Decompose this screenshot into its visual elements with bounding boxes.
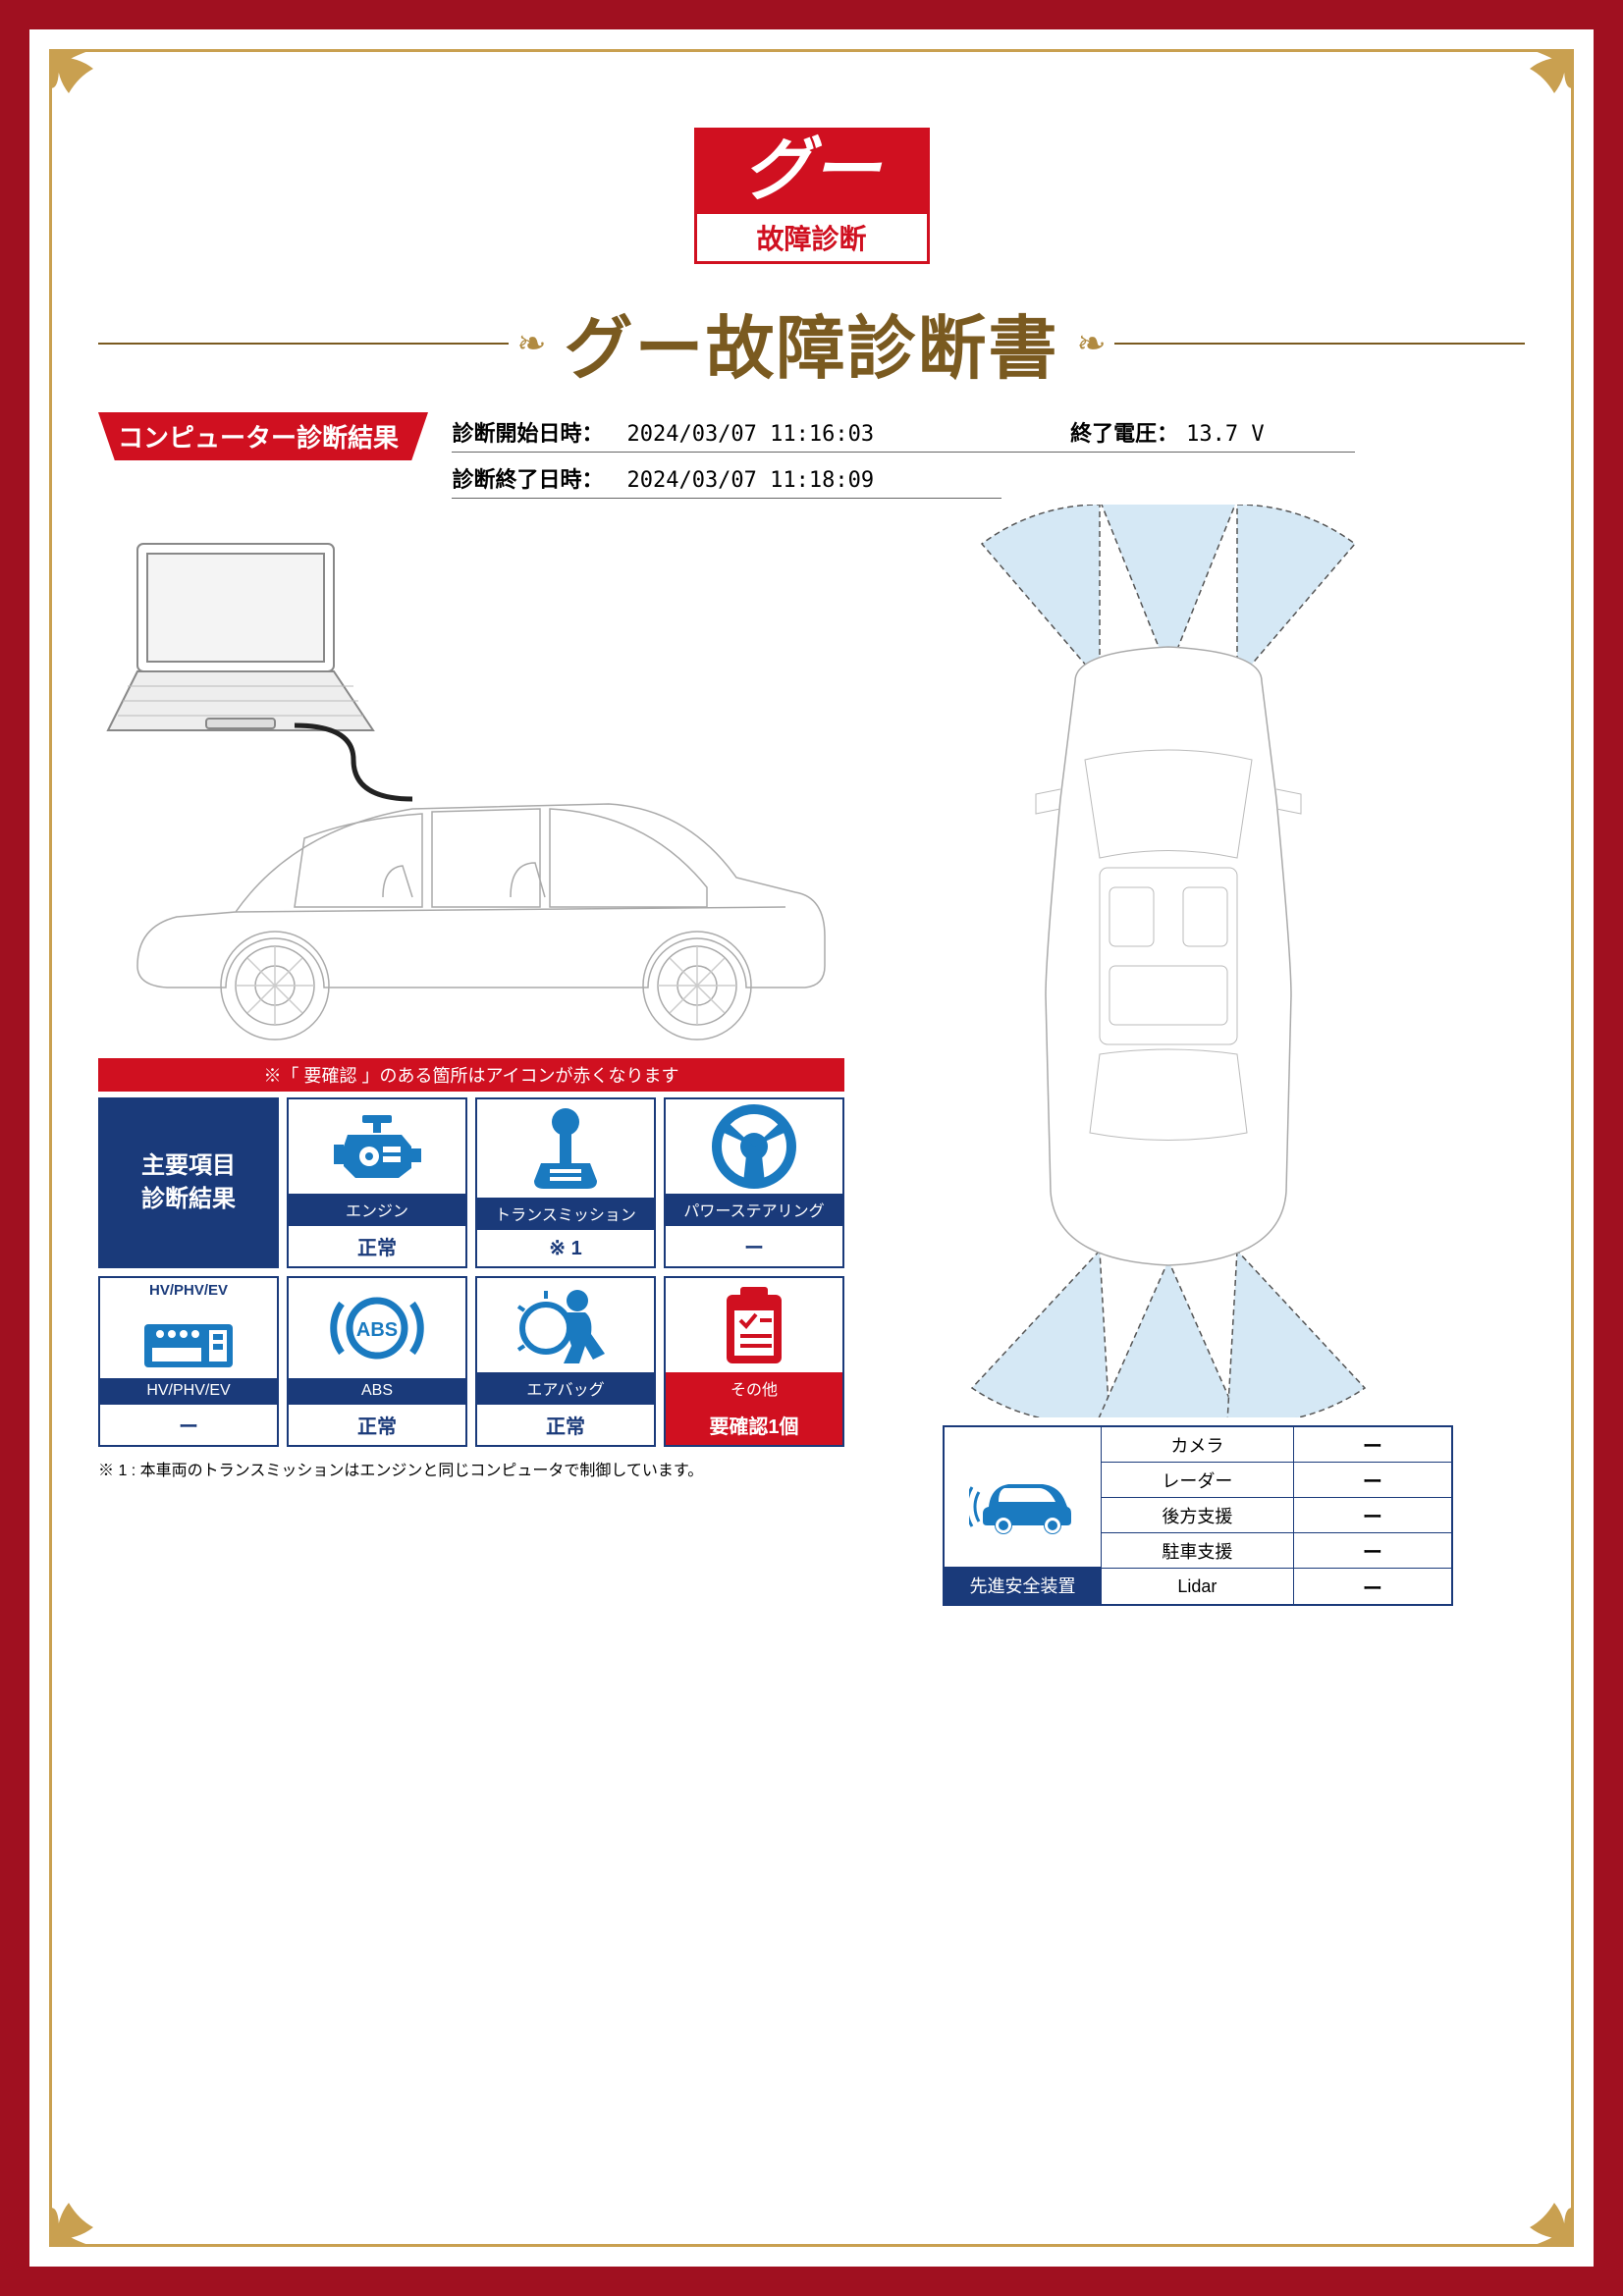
end-value: 2024/03/07 11:18:09 <box>626 468 874 493</box>
title-row: ❧ グー故障診断書 ❧ <box>98 294 1525 393</box>
safety-row: 後方支援ー <box>1102 1498 1451 1533</box>
diagnostic-card-abs: ABSABS正常 <box>287 1276 467 1447</box>
voltage-value: 13.7 V <box>1186 422 1264 447</box>
safety-value: ー <box>1294 1466 1451 1494</box>
safety-equipment-table: 先進安全装置 カメラーレーダーー後方支援ー駐車支援ーLidarー <box>943 1425 1453 1606</box>
card-status: ー <box>666 1225 842 1266</box>
card-name: ABS <box>289 1378 465 1404</box>
header-card: 主要項目 診断結果 <box>98 1097 279 1268</box>
card-name: その他 <box>666 1372 842 1404</box>
airbag-icon <box>477 1278 654 1372</box>
diagnostic-card-grid: 主要項目 診断結果 エンジン正常トランスミッション※ 1パワーステアリングーHV… <box>98 1097 844 1447</box>
flourish-right-icon: ❧ <box>1069 323 1114 364</box>
safety-key: カメラ <box>1102 1427 1294 1462</box>
car-icon <box>969 1427 1077 1567</box>
card-status: 正常 <box>477 1404 654 1445</box>
card-status: 正常 <box>289 1404 465 1445</box>
safety-value: ー <box>1294 1573 1451 1601</box>
safety-row: Lidarー <box>1102 1569 1451 1604</box>
title-rule-right <box>1114 343 1525 345</box>
voltage-label: 終了電圧： <box>1070 416 1178 448</box>
card-name: パワーステアリング <box>666 1194 842 1225</box>
meta-row-start: 診断開始日時： 2024/03/07 11:16:03 終了電圧： 13.7 V <box>452 412 1355 453</box>
steering-icon <box>666 1099 842 1194</box>
card-status: ー <box>100 1404 277 1445</box>
diagnostic-card-other: その他要確認1個 <box>664 1276 844 1447</box>
logo-top-text: グー <box>697 131 927 214</box>
diagnostic-card-transmission: トランスミッション※ 1 <box>475 1097 656 1268</box>
brand-logo: グー 故障診断 <box>694 128 930 264</box>
end-label: 診断終了日時： <box>452 462 619 494</box>
safety-key: Lidar <box>1102 1569 1294 1604</box>
other-icon <box>666 1278 842 1372</box>
diagnostic-card-steering: パワーステアリングー <box>664 1097 844 1268</box>
svg-text:ABS: ABS <box>356 1319 398 1341</box>
document-title: グー故障診断書 <box>555 294 1069 393</box>
hvev-icon <box>100 1299 277 1378</box>
card-name: HV/PHV/EV <box>100 1378 277 1404</box>
card-status: 正常 <box>289 1225 465 1266</box>
section-header: コンピューター診断結果 <box>98 412 428 460</box>
meta-section: コンピューター診断結果 診断開始日時： 2024/03/07 11:16:03 … <box>98 412 1525 505</box>
card-name: エンジン <box>289 1194 465 1225</box>
engine-icon <box>289 1099 465 1194</box>
safety-row: カメラー <box>1102 1427 1451 1463</box>
start-value: 2024/03/07 11:16:03 <box>626 422 874 447</box>
flourish-left-icon: ❧ <box>509 323 554 364</box>
card-toplabel: HV/PHV/EV <box>100 1278 277 1299</box>
diagnostic-card-engine: エンジン正常 <box>287 1097 467 1268</box>
safety-rows: カメラーレーダーー後方支援ー駐車支援ーLidarー <box>1102 1427 1451 1604</box>
transmission-icon <box>477 1099 654 1198</box>
safety-key: レーダー <box>1102 1463 1294 1497</box>
car-side-illustration <box>98 505 844 1054</box>
start-label: 診断開始日時： <box>452 416 619 448</box>
safety-value: ー <box>1294 1430 1451 1459</box>
safety-header: 先進安全装置 <box>945 1567 1101 1604</box>
safety-row: レーダーー <box>1102 1463 1451 1498</box>
card-status: ※ 1 <box>477 1229 654 1266</box>
car-top-illustration <box>903 505 1434 1417</box>
safety-value: ー <box>1294 1536 1451 1565</box>
diagnostic-card-airbag: エアバッグ正常 <box>475 1276 656 1447</box>
diagnostic-card-hvev: HV/PHV/EVHV/PHV/EVー <box>98 1276 279 1447</box>
title-rule-left <box>98 343 509 345</box>
content-area: グー 故障診断 ❧ グー故障診断書 ❧ コンピューター診断結果 診断開始日時： … <box>98 98 1525 2198</box>
abs-icon: ABS <box>289 1278 465 1378</box>
card-status: 要確認1個 <box>666 1404 842 1445</box>
safety-value: ー <box>1294 1501 1451 1529</box>
safety-key: 駐車支援 <box>1102 1533 1294 1568</box>
card-name: トランスミッション <box>477 1198 654 1229</box>
meta-row-end: 診断終了日時： 2024/03/07 11:18:09 <box>452 458 1001 499</box>
header-card-text: 主要項目 診断結果 <box>141 1149 236 1215</box>
note-bar: ※「 要確認 」のある箇所はアイコンが赤くなります <box>98 1058 844 1092</box>
safety-row: 駐車支援ー <box>1102 1533 1451 1569</box>
logo-bottom-text: 故障診断 <box>697 214 927 261</box>
safety-key: 後方支援 <box>1102 1498 1294 1532</box>
footnote: ※ 1 : 本車両のトランスミッションはエンジンと同じコンピュータで制御していま… <box>98 1457 844 1480</box>
card-name: エアバッグ <box>477 1372 654 1404</box>
